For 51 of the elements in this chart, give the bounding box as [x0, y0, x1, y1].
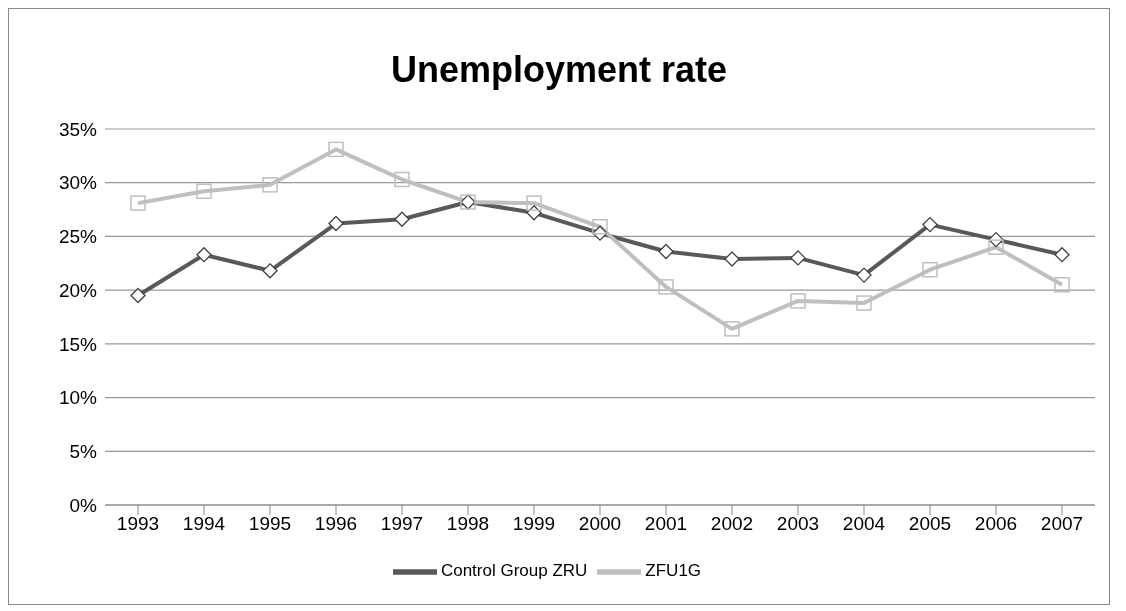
y-tick-label: 15% [58, 333, 98, 355]
x-tick-label: 2007 [1040, 513, 1084, 535]
point [592, 219, 608, 235]
x-tick-label: 2006 [974, 513, 1018, 535]
x-tick-label: 1997 [380, 513, 424, 535]
y-tick-label: 25% [58, 226, 98, 248]
x-tick-label: 2000 [578, 513, 622, 535]
legend-label: ZFU1G [645, 561, 702, 581]
y-tick-label: 20% [58, 279, 98, 301]
point [658, 279, 674, 295]
point [328, 141, 344, 158]
x-tick-label: 1994 [182, 513, 226, 535]
legend-label: Control Group ZRU [440, 561, 588, 581]
x-tick-label: 2002 [710, 513, 754, 535]
point [922, 261, 938, 278]
y-tick-label: 0% [69, 494, 98, 516]
x-tick-label: 2003 [776, 513, 820, 535]
point [196, 247, 212, 263]
point [658, 243, 674, 260]
point [526, 195, 542, 211]
x-tick-label: 1996 [314, 513, 358, 535]
point [130, 287, 146, 304]
x-tick-label: 2001 [644, 513, 688, 535]
point [988, 239, 1004, 255]
point [922, 216, 938, 233]
x-tick-label: 2005 [908, 513, 952, 535]
point [724, 251, 740, 267]
x-tick-label: 1998 [446, 513, 490, 535]
point [196, 183, 212, 200]
point [790, 293, 806, 309]
point [130, 195, 146, 211]
point [790, 250, 806, 266]
x-tick-label: 1993 [116, 513, 160, 535]
chart-title: Unemployment rate [389, 49, 729, 92]
point [1054, 277, 1070, 293]
y-tick-label: 30% [58, 172, 98, 194]
point [1054, 247, 1070, 263]
x-tick-label: 1999 [512, 513, 556, 535]
point [262, 177, 278, 193]
x-tick-label: 2004 [842, 513, 886, 535]
point [394, 171, 410, 188]
point [328, 215, 344, 232]
point [262, 263, 278, 279]
y-tick-label: 35% [58, 118, 98, 140]
point [856, 267, 872, 283]
y-tick-label: 5% [69, 441, 98, 463]
point [724, 321, 740, 337]
x-tick-label: 1995 [248, 513, 292, 535]
point [856, 295, 872, 311]
y-tick-label: 10% [58, 387, 98, 409]
point [394, 211, 410, 227]
